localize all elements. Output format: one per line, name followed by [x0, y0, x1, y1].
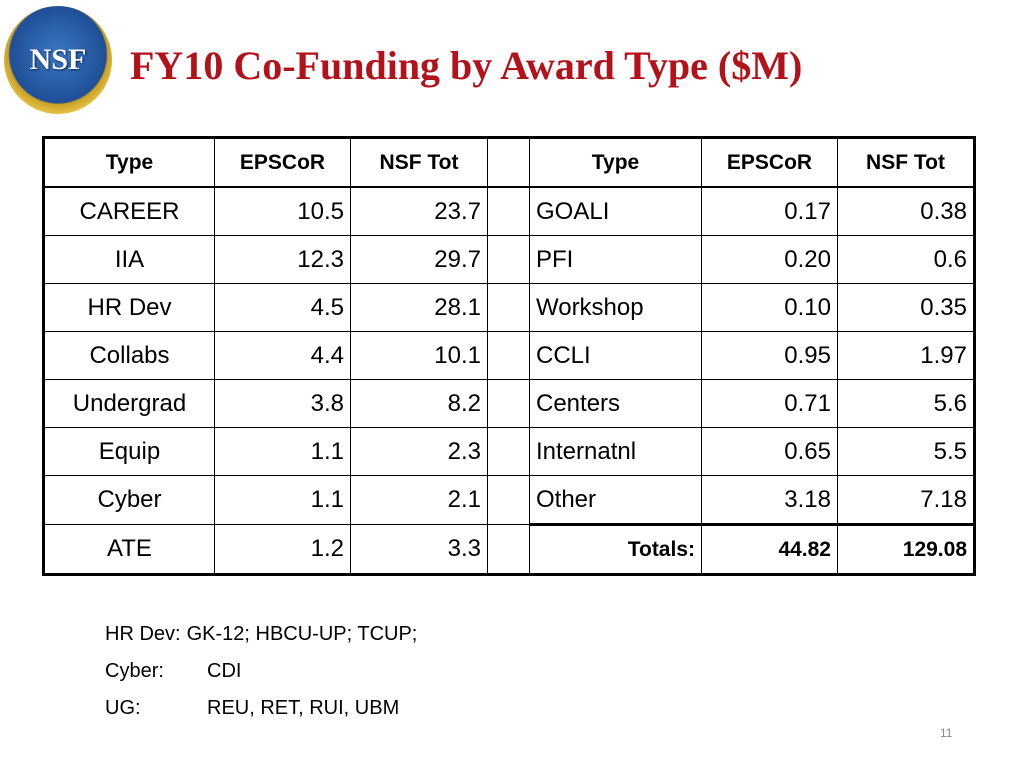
cell: 3.3 [350, 524, 488, 575]
cell: 0.10 [701, 283, 838, 332]
note-label: Cyber: [105, 660, 164, 682]
cell: 7.18 [837, 475, 975, 525]
table-row: Collabs 4.4 10.1 CCLI 0.95 1.97 [43, 331, 975, 380]
header-cell: Type [529, 137, 702, 188]
table-row: CAREER 10.5 23.7 GOALI 0.17 0.38 [43, 186, 975, 236]
header-cell: EPSCoR [701, 137, 838, 188]
cell: 0.35 [837, 283, 975, 332]
cell: 0.6 [837, 235, 975, 284]
cell: IIA [43, 235, 215, 284]
cell: 5.5 [837, 427, 975, 476]
header-cell: EPSCoR [214, 137, 351, 188]
cell: ATE [43, 524, 215, 575]
cell: Centers [529, 379, 702, 428]
cell: 10.5 [214, 186, 351, 236]
note-label: HR Dev: [105, 623, 181, 645]
table-row: IIA 12.3 29.7 PFI 0.20 0.6 [43, 235, 975, 284]
cell: Equip [43, 427, 215, 476]
note-line: UG: REU, RET, RUI, UBM [105, 690, 417, 727]
cell: 10.1 [350, 331, 488, 380]
note-text: GK-12; HBCU-UP; TCUP; [186, 623, 418, 645]
total-cell: 44.82 [701, 523, 838, 575]
cell: 1.1 [214, 475, 351, 525]
spacer-cell [487, 137, 530, 188]
cell: 0.95 [701, 331, 838, 380]
cell: 8.2 [350, 379, 488, 428]
cell: Cyber [43, 475, 215, 525]
cell: 0.71 [701, 379, 838, 428]
table-row: ATE 1.2 3.3 Totals: 44.82 129.08 [43, 523, 975, 575]
cell: 3.8 [214, 379, 351, 428]
spacer-cell [487, 186, 530, 236]
page-number: 11 [940, 726, 953, 740]
cell: 1.97 [837, 331, 975, 380]
cell: 2.3 [350, 427, 488, 476]
cell: 23.7 [350, 186, 488, 236]
cell: 1.1 [214, 427, 351, 476]
cell: 1.2 [214, 524, 351, 575]
header-row: Type EPSCoR NSF Tot Type EPSCoR NSF Tot [43, 137, 975, 188]
funding-table: Type EPSCoR NSF Tot Type EPSCoR NSF Tot CAREER… [42, 136, 976, 576]
spacer-cell [487, 235, 530, 284]
cell: CAREER [43, 186, 215, 236]
logo: NSF [4, 6, 112, 114]
note-text: REU, RET, RUI, UBM [207, 697, 400, 719]
cell: 2.1 [350, 475, 488, 525]
spacer-cell [487, 283, 530, 332]
note-line: HR Dev: GK-12; HBCU-UP; TCUP; [105, 616, 417, 653]
cell: 12.3 [214, 235, 351, 284]
cell: Undergrad [43, 379, 215, 428]
note-line: Cyber: CDI [105, 653, 417, 690]
note-label: UG: [105, 697, 141, 719]
notes: HR Dev: GK-12; HBCU-UP; TCUP; Cyber: CDI UG:… [105, 616, 417, 727]
cell: 28.1 [350, 283, 488, 332]
cell: Other [529, 475, 702, 525]
cell: Internatnl [529, 427, 702, 476]
cell: 0.65 [701, 427, 838, 476]
cell: PFI [529, 235, 702, 284]
spacer-cell [487, 524, 530, 575]
spacer-cell [487, 379, 530, 428]
header-cell: NSF Tot [837, 137, 975, 188]
note-text: CDI [207, 660, 242, 682]
table-row: Undergrad 3.8 8.2 Centers 0.71 5.6 [43, 379, 975, 428]
total-cell: 129.08 [837, 523, 975, 575]
cell: GOALI [529, 186, 702, 236]
table-row: Cyber 1.1 2.1 Other 3.18 7.18 [43, 475, 975, 525]
cell: 0.17 [701, 186, 838, 236]
spacer-cell [487, 427, 530, 476]
table-row: Equip 1.1 2.3 Internatnl 0.65 5.5 [43, 427, 975, 476]
header-cell: NSF Tot [350, 137, 488, 188]
title: FY10 Co-Funding by Award Type ($M) [130, 43, 803, 88]
logo-text: NSF [29, 43, 87, 76]
cell: 5.6 [837, 379, 975, 428]
cell: Collabs [43, 331, 215, 380]
total-cell: Totals: [529, 523, 702, 575]
cell: 3.18 [701, 475, 838, 525]
header-cell: Type [43, 137, 215, 188]
table-row: HR Dev 4.5 28.1 Workshop 0.10 0.35 [43, 283, 975, 332]
cell: 4.5 [214, 283, 351, 332]
cell: CCLI [529, 331, 702, 380]
cell: Workshop [529, 283, 702, 332]
cell: 29.7 [350, 235, 488, 284]
spacer-cell [487, 331, 530, 380]
cell: HR Dev [43, 283, 215, 332]
cell: 4.4 [214, 331, 351, 380]
cell: 0.20 [701, 235, 838, 284]
spacer-cell [487, 475, 530, 525]
cell: 0.38 [837, 186, 975, 236]
